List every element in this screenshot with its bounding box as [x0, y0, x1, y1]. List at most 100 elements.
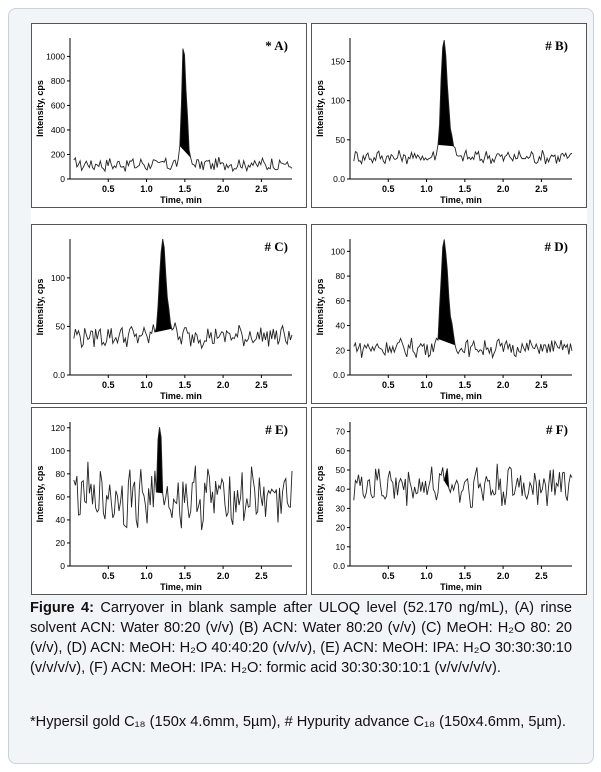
chromatogram-svg: 0 200 400 600 800 1000 0.5 1.0 1.5 2.0 2.5 Time, mi…: [35, 38, 293, 205]
x-tick-label: 0.5: [382, 571, 395, 581]
y-tick-label: 150: [331, 57, 345, 67]
chromatogram-grid: 0 200 400 600 800 1000 0.5 1.0 1.5 2.0 2.5 Time, mi…: [31, 23, 587, 595]
y-tick-label: 80: [336, 271, 346, 281]
x-tick-label: 1.5: [179, 571, 192, 581]
chromatogram-svg: 0.0 20 40 60 80 100 0.5 1.0 1.5 2.0 2.5 Time, min In…: [315, 239, 573, 401]
column-footnote: *Hypersil gold C₁₈ (150x 4.6mm, 5µm), # …: [30, 714, 566, 730]
y-tick-label: 200: [51, 149, 65, 159]
y-tick-label: 800: [51, 76, 65, 86]
x-tick-label: 2.0: [497, 571, 510, 581]
chromatogram-panel-d: 0.0 20 40 60 80 100 0.5 1.0 1.5 2.0 2.5 Time, min In…: [311, 224, 587, 404]
figure-label: Figure 4:: [30, 600, 94, 616]
chromatogram-panel-f: 0.0 10 20 30 40 50 60 70 0.5 1.0 1.5 2.0 2.5 Time, mi…: [311, 407, 587, 595]
signal-trace: [73, 427, 293, 531]
y-axis-title: Intensity, cps: [35, 80, 45, 137]
x-axis-title: Time, min: [160, 582, 202, 592]
x-tick-label: 2.5: [535, 184, 548, 194]
x-tick-label: 2.0: [217, 184, 230, 194]
x-tick-label: 2.0: [217, 571, 230, 581]
x-tick-label: 2.0: [497, 380, 510, 390]
y-tick-label: 100: [51, 273, 65, 283]
y-tick-label: 60: [336, 296, 346, 306]
y-tick-label: 400: [51, 125, 65, 135]
panel-label: # E): [265, 422, 288, 437]
y-axis-title: Intensity, cps: [315, 279, 325, 336]
signal-trace: [353, 40, 573, 165]
x-tick-label: 1.5: [459, 184, 472, 194]
x-tick-label: 1.5: [459, 571, 472, 581]
y-tick-label: 100: [51, 446, 65, 456]
y-tick-label: 0: [60, 174, 65, 184]
signal-trace: [353, 463, 573, 509]
x-tick-label: 2.5: [255, 571, 268, 581]
x-tick-label: 0.5: [382, 380, 395, 390]
panel-label: # F): [546, 422, 568, 437]
x-tick-label: 2.5: [255, 184, 268, 194]
chromatogram-svg: 0.0 10 20 30 40 50 60 70 0.5 1.0 1.5 2.0 2.5 Time, mi…: [315, 422, 573, 592]
peak-area: [444, 468, 449, 489]
x-tick-label: 0.5: [382, 184, 395, 194]
panel-label: # D): [545, 239, 568, 254]
x-tick-label: 0.5: [102, 184, 115, 194]
x-axis-title: Time, min: [440, 195, 482, 205]
y-tick-label: 600: [51, 100, 65, 110]
x-tick-label: 2.0: [217, 380, 230, 390]
x-tick-label: 1.0: [420, 571, 433, 581]
y-tick-label: 40: [56, 515, 66, 525]
y-tick-label: 1000: [46, 51, 65, 61]
x-axis-title: Time, min: [160, 195, 202, 205]
y-tick-label: 0.0: [53, 370, 65, 380]
x-tick-label: 2.5: [535, 571, 548, 581]
y-axis-title: Intensity, cps: [315, 80, 325, 137]
y-tick-label: 100: [331, 96, 345, 106]
y-tick-label: 60: [56, 492, 66, 502]
signal-trace: [73, 238, 293, 350]
y-tick-label: 100: [331, 246, 345, 256]
y-tick-label: 30: [336, 503, 346, 513]
x-tick-label: 0.5: [102, 571, 115, 581]
figure-card: 0 200 400 600 800 1000 0.5 1.0 1.5 2.0 2.5 Time, mi…: [8, 8, 594, 764]
x-tick-label: 2.5: [255, 380, 268, 390]
y-tick-label: 40: [336, 484, 346, 494]
x-tick-label: 1.5: [179, 184, 192, 194]
x-tick-label: 1.0: [140, 184, 153, 194]
chromatogram-panel-a: 0 200 400 600 800 1000 0.5 1.0 1.5 2.0 2.5 Time, mi…: [31, 23, 307, 208]
y-tick-label: 0.0: [333, 174, 345, 184]
y-tick-label: 0.0: [333, 561, 345, 571]
x-tick-label: 2.5: [535, 380, 548, 390]
chromatogram-svg: 0.0 50 100 150 0.5 1.0 1.5 2.0 2.5 Time, min Inten…: [315, 38, 573, 205]
x-tick-label: 1.0: [140, 571, 153, 581]
panel-label: * A): [265, 38, 288, 53]
x-tick-label: 0.5: [102, 380, 115, 390]
y-tick-label: 20: [56, 538, 66, 548]
y-tick-label: 20: [336, 523, 346, 533]
panel-label: # C): [265, 239, 288, 254]
chromatogram-panel-c: 0.0 50 100 0.5 1.0 1.5 2.0 2.5 Time. min Intensit…: [31, 224, 307, 404]
x-tick-label: 1.0: [140, 380, 153, 390]
x-tick-label: 2.0: [497, 184, 510, 194]
x-tick-label: 1.0: [420, 184, 433, 194]
panel-label: # B): [545, 38, 568, 53]
chromatogram-svg: 0 20 40 60 80 100 120 0.5 1.0 1.5 2.0 2.5 Time, min I…: [35, 422, 293, 592]
y-tick-label: 70: [336, 427, 346, 437]
signal-trace: [73, 48, 293, 173]
x-tick-label: 1.5: [179, 380, 192, 390]
chromatogram-svg: 0.0 50 100 0.5 1.0 1.5 2.0 2.5 Time. min Intensit…: [35, 238, 293, 401]
chromatogram-panel-e: 0 20 40 60 80 100 120 0.5 1.0 1.5 2.0 2.5 Time, min I…: [31, 407, 307, 595]
y-tick-label: 50: [336, 135, 346, 145]
y-tick-label: 20: [336, 345, 346, 355]
signal-trace: [353, 239, 573, 360]
figure-caption-text: Carryover in blank sample after ULOQ lev…: [30, 600, 573, 676]
y-tick-label: 80: [56, 469, 66, 479]
y-tick-label: 50: [336, 465, 346, 475]
chromatogram-panel-b: 0.0 50 100 150 0.5 1.0 1.5 2.0 2.5 Time, min Inten…: [311, 23, 587, 208]
y-axis-title: Intensity, cps: [35, 279, 45, 336]
y-axis-title: Intensity, cps: [315, 466, 325, 523]
x-tick-label: 1.0: [420, 380, 433, 390]
figure-caption: Figure 4: Carryover in blank sample afte…: [30, 598, 572, 678]
y-tick-label: 120: [51, 423, 65, 433]
y-tick-label: 0: [60, 561, 65, 571]
x-axis-title: Time. min: [160, 391, 202, 401]
x-axis-title: Time, min: [440, 582, 482, 592]
y-tick-label: 40: [336, 321, 346, 331]
